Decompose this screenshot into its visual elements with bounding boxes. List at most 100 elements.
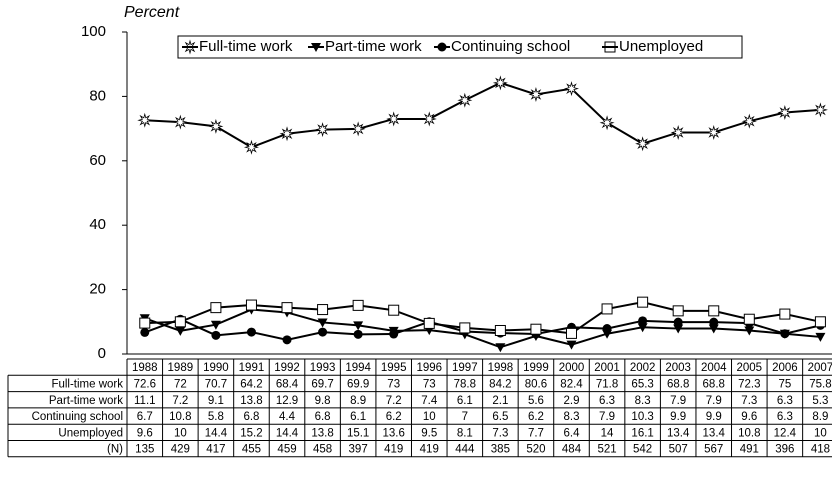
marker — [777, 104, 793, 121]
marker — [352, 299, 364, 311]
marker — [318, 327, 328, 337]
x-tick-label: 1996 — [416, 362, 442, 374]
x-tick-label: 2005 — [737, 362, 763, 374]
table-cell: 6.8 — [315, 411, 331, 423]
table-cell: 6.4 — [564, 427, 581, 439]
marker — [210, 302, 222, 314]
table-cell: 12.4 — [774, 427, 797, 439]
table-cell: 521 — [597, 444, 616, 456]
marker — [245, 299, 257, 311]
table-cell: 4.4 — [279, 411, 296, 423]
table-cell: 14 — [601, 427, 614, 439]
marker — [530, 323, 542, 335]
marker — [386, 111, 402, 127]
marker — [566, 340, 577, 350]
table-row-label: Part-time work — [49, 395, 123, 407]
marker — [174, 316, 186, 328]
x-tick-label: 1997 — [452, 362, 478, 374]
table-cell: 15.1 — [347, 427, 369, 439]
table-cell: 10.3 — [631, 411, 653, 423]
table-cell: 15.2 — [240, 427, 262, 439]
table-cell: 12.9 — [276, 395, 298, 407]
x-tick-label: 1988 — [132, 362, 158, 374]
marker — [602, 324, 612, 334]
table-cell: 7.3 — [492, 427, 508, 439]
x-tick-label: 2004 — [701, 362, 727, 374]
table-row-label: Full-time work — [51, 378, 123, 390]
table-cell: 6.3 — [777, 411, 793, 423]
x-tick-label: 1991 — [239, 362, 265, 374]
table-cell: 75.8 — [809, 378, 831, 390]
marker — [492, 75, 508, 91]
legend-label: Full-time work — [199, 38, 293, 55]
table-cell: 68.8 — [667, 378, 689, 390]
table-cell: 69.7 — [311, 378, 333, 390]
marker — [708, 324, 719, 334]
y-tick-label: 60 — [89, 152, 106, 169]
table-cell: 8.9 — [812, 411, 828, 423]
table-cell: 520 — [526, 444, 545, 456]
x-tick-label: 2006 — [772, 362, 798, 374]
marker — [211, 330, 221, 340]
table-cell: 9.1 — [208, 395, 224, 407]
table-cell: 396 — [775, 444, 794, 456]
table-cell: 78.8 — [454, 378, 476, 390]
table-cell: 73 — [423, 378, 436, 390]
table-cell: 2.1 — [492, 395, 508, 407]
table-cell: 7.2 — [386, 395, 402, 407]
table-cell: 6.3 — [777, 395, 793, 407]
marker — [599, 115, 615, 131]
table-cell: 507 — [669, 444, 688, 456]
marker — [637, 296, 649, 308]
table-cell: 68.4 — [276, 378, 299, 390]
table-cell: 6.1 — [350, 411, 366, 423]
table-cell: 72.6 — [134, 378, 156, 390]
y-axis-label: Percent — [124, 4, 180, 21]
table-cell: 70.7 — [205, 378, 227, 390]
table-cell: 9.9 — [670, 411, 686, 423]
marker — [281, 302, 293, 314]
table-row-label: Continuing school — [32, 411, 123, 423]
marker — [389, 329, 399, 339]
table-cell: 11.1 — [134, 395, 156, 407]
table-cell: 10 — [423, 411, 436, 423]
table-cell: 135 — [135, 444, 154, 456]
marker — [282, 335, 292, 345]
marker — [494, 324, 506, 336]
y-tick-label: 100 — [81, 23, 106, 40]
table-cell: 455 — [242, 444, 261, 456]
series-line — [144, 301, 821, 335]
table-cell: 7.7 — [528, 427, 544, 439]
marker — [528, 86, 544, 102]
table-cell: 6.8 — [243, 411, 259, 423]
table-cell: 9.9 — [706, 411, 722, 423]
table-cell: 69.9 — [347, 378, 369, 390]
x-tick-label: 1993 — [310, 362, 336, 374]
legend-label: Unemployed — [619, 38, 703, 55]
marker — [208, 118, 224, 134]
series-line — [144, 308, 821, 349]
table-cell: 8.9 — [350, 395, 366, 407]
table-cell: 5.6 — [528, 395, 544, 407]
x-tick-label: 2001 — [594, 362, 620, 374]
marker — [243, 139, 259, 155]
table-cell: 6.3 — [599, 395, 615, 407]
table-cell: 13.4 — [667, 427, 690, 439]
marker — [210, 320, 221, 330]
table-cell: 84.2 — [489, 378, 511, 390]
table-cell: 73 — [387, 378, 400, 390]
marker — [743, 313, 755, 325]
marker — [635, 136, 651, 152]
marker — [246, 327, 256, 337]
table-cell: 419 — [420, 444, 439, 456]
legend-label: Part-time work — [325, 38, 422, 55]
table-cell: 444 — [455, 444, 475, 456]
marker — [563, 81, 580, 97]
marker — [670, 124, 686, 140]
table-cell: 75 — [778, 378, 791, 390]
table-cell: 2.9 — [564, 395, 580, 407]
marker — [172, 114, 188, 130]
table-cell: 7.2 — [172, 395, 188, 407]
table-cell: 459 — [277, 444, 296, 456]
